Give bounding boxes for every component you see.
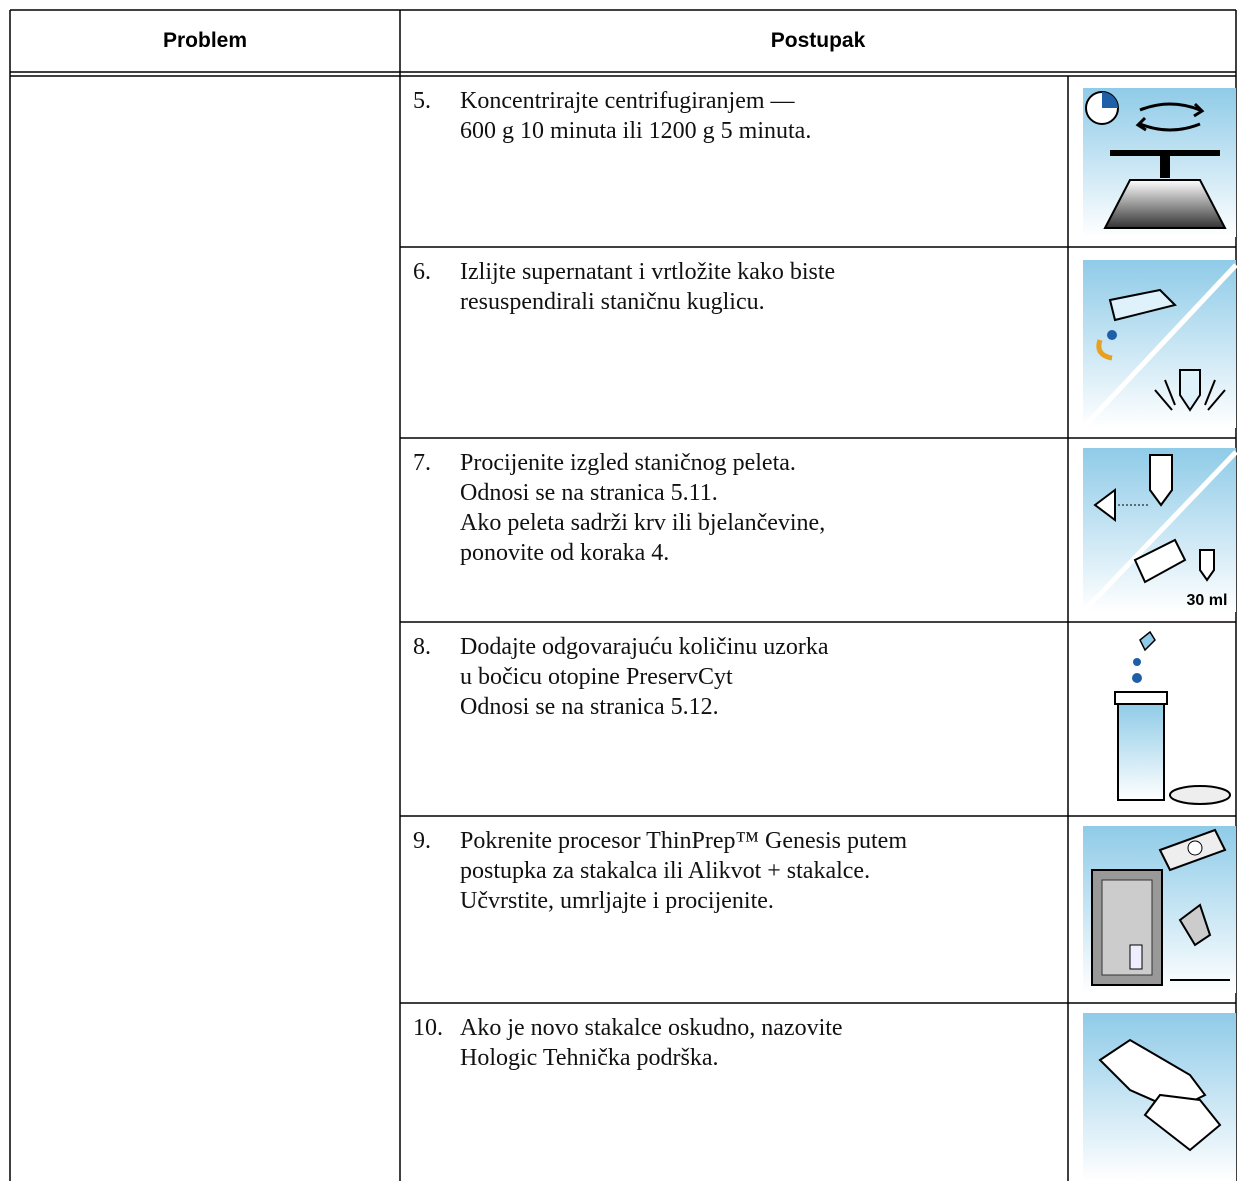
icon-centrifuge	[1083, 88, 1236, 237]
step-text: Dodajte odgovarajuću količinu uzorka	[460, 634, 829, 660]
step-text: Odnosi se na stranica 5.12.	[460, 694, 719, 720]
step-text: resuspendirali staničnu kuglicu.	[460, 289, 765, 315]
step-text: Hologic Tehnička podrška.	[460, 1045, 719, 1071]
header-cell: Postupak	[770, 29, 866, 52]
step-text: Odnosi se na stranica 5.11.	[460, 480, 718, 506]
header-cell: Problem	[162, 29, 248, 52]
step-number: 8.	[413, 634, 431, 660]
step-text: Pokrenite procesor ThinPrep™ Genesis put…	[460, 828, 907, 854]
step-text: u bočicu otopine PreservCyt	[460, 664, 733, 690]
step-text: Koncentrirajte centrifugiranjem —	[460, 88, 795, 114]
table-lines	[9, 9, 1237, 1181]
step-text: 600 g 10 minuta ili 1200 g 5 minuta.	[460, 118, 812, 144]
icon-processor	[1083, 826, 1236, 993]
icon-label: 30 ml	[1187, 592, 1228, 609]
step-number: 5.	[413, 88, 431, 114]
icon-vial	[1114, 630, 1231, 805]
step-text: Procijenite izgled staničnog peleta.	[460, 450, 796, 476]
step-number: 9.	[413, 828, 431, 854]
icon-pour-vortex	[1081, 260, 1238, 430]
step-text: Izlijte supernatant i vrtložite kako bis…	[460, 259, 836, 285]
step-text: postupka za stakalca ili Alikvot + staka…	[460, 858, 871, 884]
icon-assess: 30 ml	[1081, 448, 1238, 614]
step-text: ponovite od koraka 4.	[460, 540, 670, 566]
step-text: Ako je novo stakalce oskudno, nazovite	[460, 1015, 843, 1041]
icon-handshake	[1083, 1013, 1236, 1181]
step-number: 10.	[413, 1015, 443, 1041]
step-number: 7.	[413, 450, 431, 476]
step-number: 6.	[413, 259, 431, 285]
step-text: Učvrstite, umrljajte i procijenite.	[460, 888, 774, 914]
step-text: Ako peleta sadrži krv ili bjelančevine,	[460, 510, 826, 536]
